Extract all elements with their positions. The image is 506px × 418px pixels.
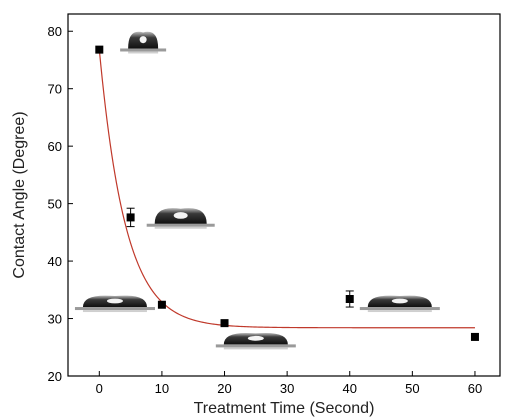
y-tick-label: 70 <box>48 82 62 97</box>
droplet-reflection <box>128 51 159 54</box>
data-point <box>157 300 166 309</box>
data-point <box>126 213 135 222</box>
x-tick-label: 40 <box>343 381 357 396</box>
y-tick-label: 50 <box>48 197 62 212</box>
y-axis-ticks: 20 30 40 50 60 70 80 <box>48 24 73 384</box>
fit-line <box>98 49 475 329</box>
droplet-highlight <box>173 212 188 219</box>
x-tick-label: 0 <box>96 381 103 396</box>
substrate <box>215 344 296 348</box>
y-tick-label: 30 <box>48 312 62 327</box>
x-axis-ticks: 0 10 20 30 40 50 60 <box>96 371 482 396</box>
droplet-reflection <box>82 310 147 313</box>
data-point <box>220 319 229 328</box>
data-point <box>470 332 479 341</box>
x-axis-title: Treatment Time (Second) <box>194 400 375 417</box>
x-tick-label: 10 <box>155 381 169 396</box>
x-tick-label: 30 <box>280 381 294 396</box>
droplet-image <box>74 295 155 313</box>
droplet-highlight <box>391 298 408 304</box>
y-tick-label: 40 <box>48 254 62 269</box>
droplet-image <box>120 31 167 54</box>
substrate <box>120 48 167 52</box>
y-axis-title: Contact Angle (Degree) <box>11 111 28 278</box>
substrate <box>359 307 440 311</box>
y-tick-label: 80 <box>48 24 62 39</box>
data-points <box>95 45 479 341</box>
substrate <box>74 307 155 311</box>
droplet-reflection <box>154 226 207 229</box>
droplet-reflection <box>367 310 432 313</box>
droplet-reflection <box>223 347 288 350</box>
x-tick-label: 20 <box>217 381 231 396</box>
substrate <box>146 223 215 227</box>
y-tick-label: 20 <box>48 369 62 384</box>
y-tick-label: 60 <box>48 139 62 154</box>
data-point <box>345 295 354 304</box>
droplet-highlight <box>139 36 147 44</box>
x-tick-label: 50 <box>405 381 419 396</box>
droplet-image <box>146 208 215 229</box>
data-point <box>95 45 104 54</box>
droplet-image <box>359 295 440 313</box>
droplet-images <box>74 31 440 350</box>
droplet-image <box>215 332 296 350</box>
plot-frame <box>67 13 501 377</box>
x-tick-label: 60 <box>468 381 482 396</box>
droplet-highlight <box>106 298 123 304</box>
droplet-highlight <box>247 335 264 341</box>
